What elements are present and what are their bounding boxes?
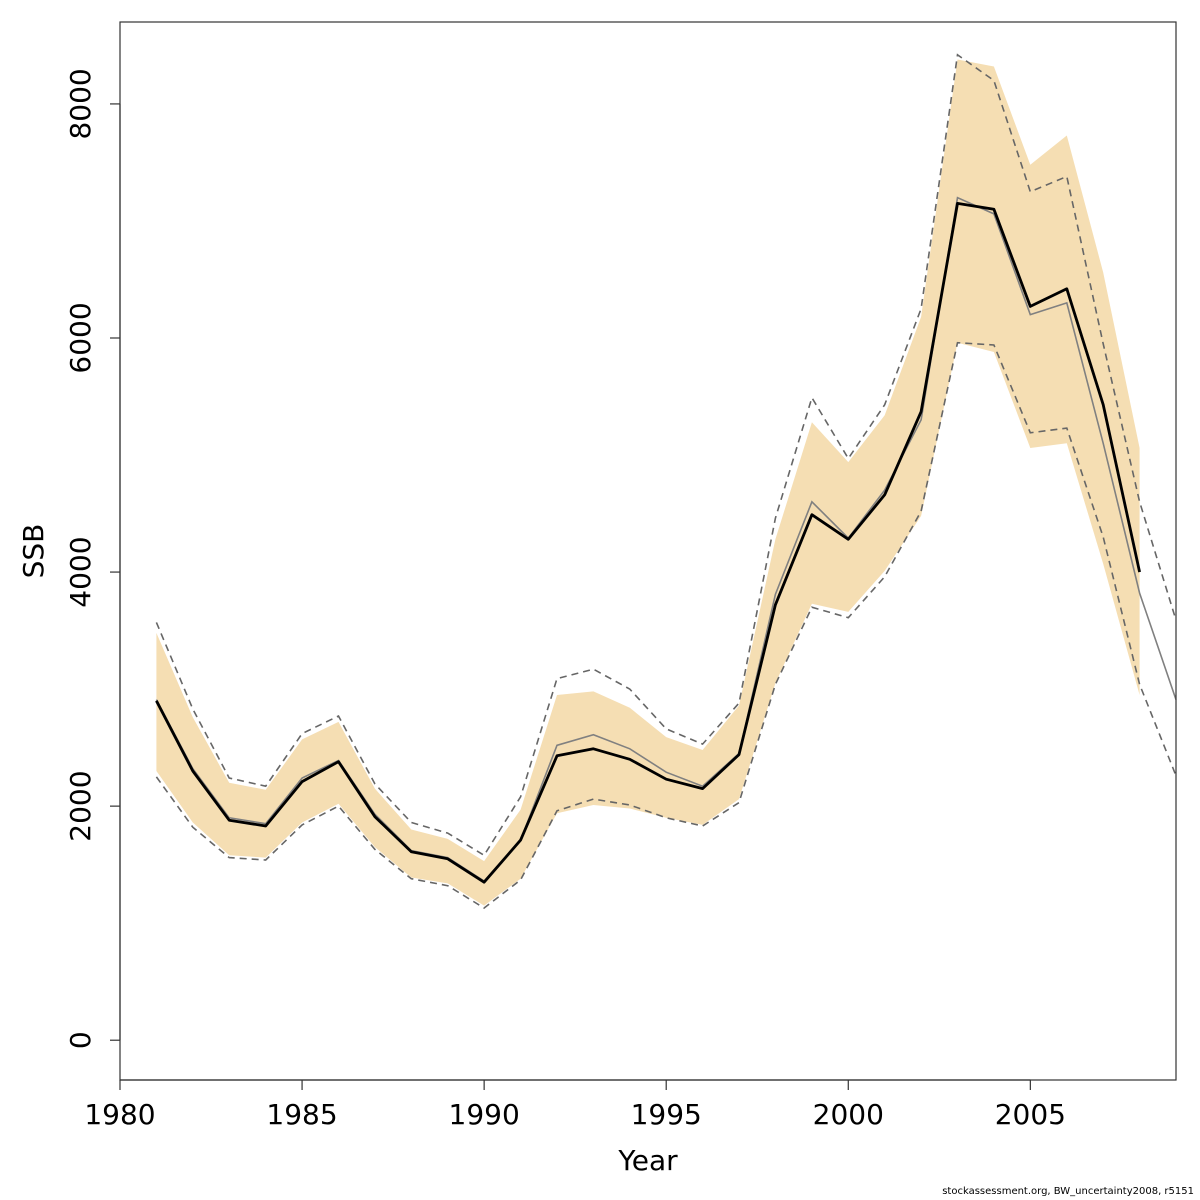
lower-dashed-line [155,341,1177,909]
x-tick-label: 1980 [84,1098,155,1131]
x-axis-title: Year [617,1144,678,1177]
alt-estimate-line [155,196,1177,883]
x-axis: 1980 1985 1990 1995 2000 2005 [84,1079,1066,1131]
y-tick-label: 6000 [64,302,97,373]
y-tick-label: 4000 [64,536,97,607]
x-tick-label: 1990 [449,1098,520,1131]
y-tick-label: 2000 [64,770,97,841]
x-tick-label: 1985 [266,1098,337,1131]
x-tick-label: 2005 [995,1098,1066,1131]
y-tick-label: 0 [64,1031,97,1049]
y-tick-label: 8000 [64,68,97,139]
ssb-confidence-band [156,59,1140,906]
x-tick-label: 2000 [813,1098,884,1131]
ssb-estimate-line [155,201,1141,884]
y-axis: 0 2000 4000 6000 8000 [64,68,121,1049]
x-tick-label: 1995 [631,1098,702,1131]
line-layer [155,53,1177,909]
band-layer [156,59,1140,906]
y-axis-title: SSB [17,524,50,579]
footer-note: stockassessment.org, BW_uncertainty2008,… [942,1186,1194,1197]
upper-dashed-line [155,53,1177,857]
